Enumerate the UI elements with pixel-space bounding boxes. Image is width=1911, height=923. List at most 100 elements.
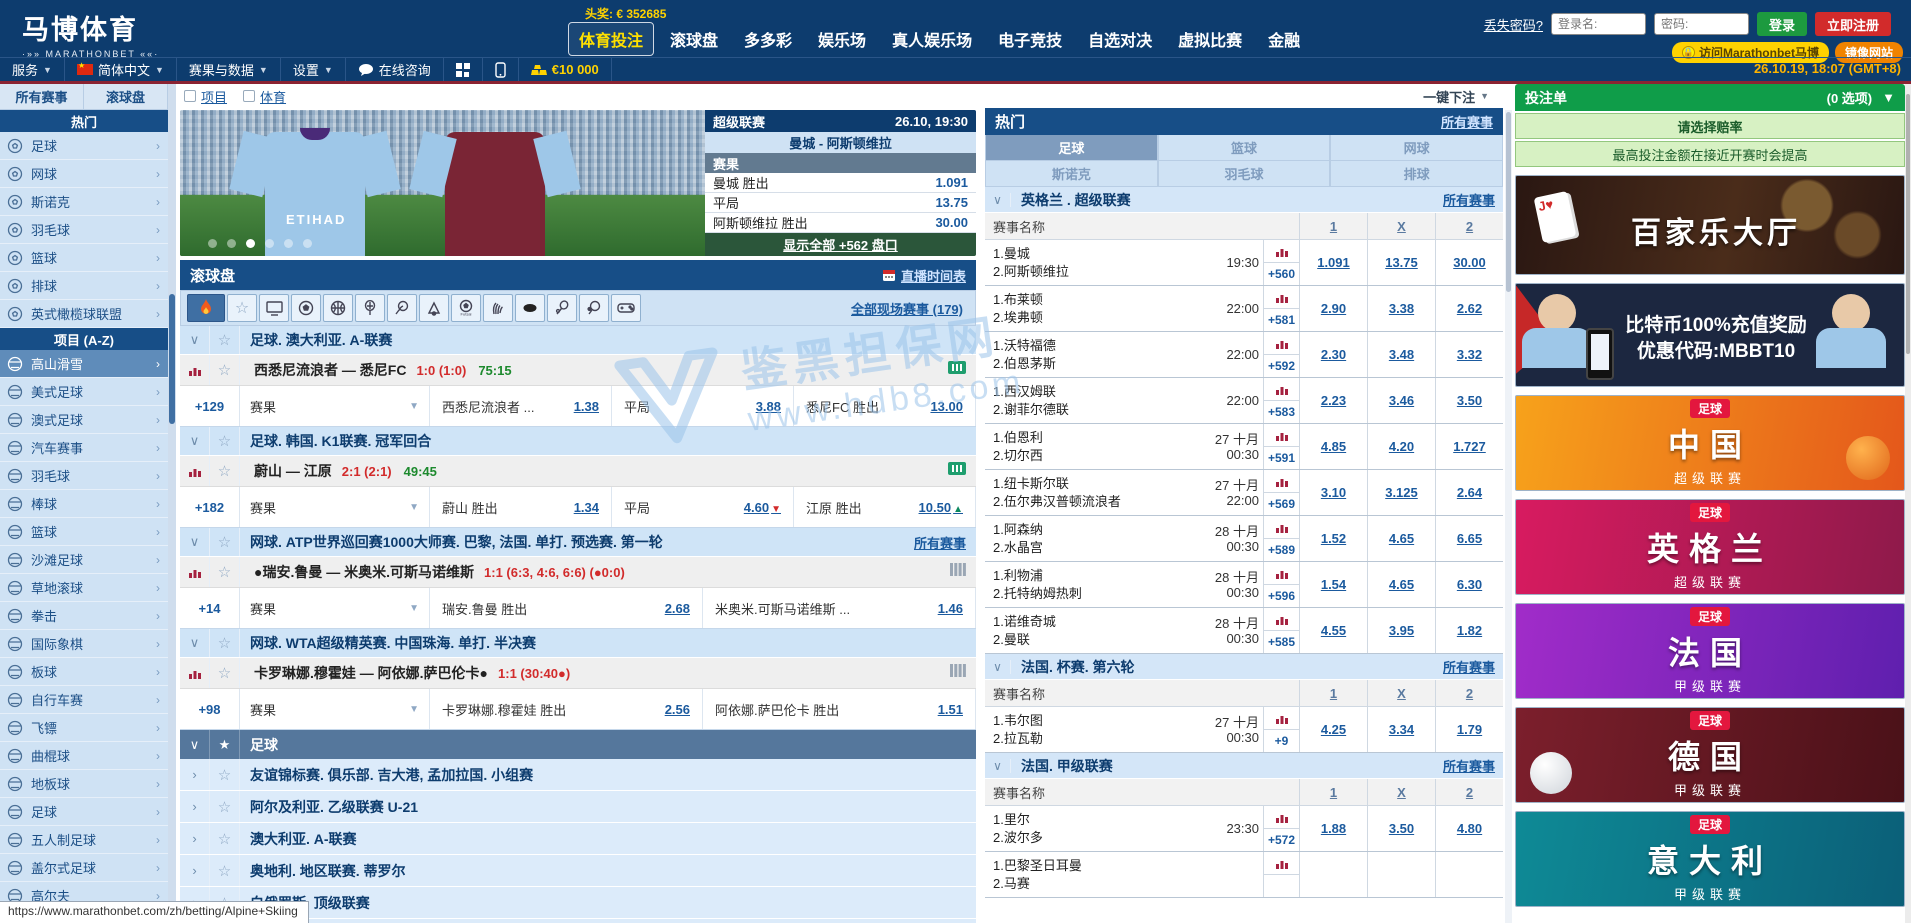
sidebar-item[interactable]: 自行车赛 › bbox=[0, 686, 168, 714]
futsal-filter-icon[interactable]: Futsal bbox=[451, 294, 481, 322]
promo-banner-league[interactable]: 足球 英格兰 超级联赛 bbox=[1515, 499, 1905, 595]
favorite-star-icon[interactable]: ☆ bbox=[210, 629, 240, 657]
favorite-star-icon[interactable]: ★ bbox=[210, 730, 240, 759]
odds-selection[interactable]: 江原 胜出 10.50▼▲ bbox=[794, 487, 976, 527]
statistics-icon[interactable] bbox=[1264, 424, 1299, 447]
promo-banner[interactable]: ETIHAD 超级联赛 26.10, 19:30 曼城 - 阿斯顿维拉 赛果 bbox=[180, 110, 976, 256]
sidebar-item[interactable]: 羽毛球 › bbox=[0, 462, 168, 490]
promo-banner-league[interactable]: 足球 中国 超级联赛 bbox=[1515, 395, 1905, 491]
col-1[interactable]: 1 bbox=[1299, 779, 1367, 805]
col-1[interactable]: 1 bbox=[1299, 680, 1367, 706]
football-filter-icon[interactable] bbox=[291, 294, 321, 322]
collapse-icon[interactable]: ∨ bbox=[180, 730, 210, 759]
all-events-link[interactable]: 所有赛事 bbox=[1442, 193, 1495, 208]
more-markets-count[interactable]: +569 bbox=[1267, 497, 1296, 511]
sidebar-tab-all-events[interactable]: 所有赛事 bbox=[0, 84, 84, 109]
password-input[interactable] bbox=[1653, 13, 1749, 35]
more-markets-count[interactable]: +589 bbox=[1267, 543, 1296, 557]
volleyball-filter-icon[interactable] bbox=[387, 294, 417, 322]
nav-item[interactable]: 真人娱乐场 bbox=[892, 33, 973, 50]
statistics-icon[interactable] bbox=[1264, 332, 1299, 355]
filter-checkbox-sport[interactable] bbox=[243, 90, 256, 102]
hot-sport-tab[interactable]: 足球 bbox=[985, 135, 1158, 161]
live-league-header[interactable]: ∨ ☆ 网球. WTA超级精英赛. 中国珠海. 单打. 半决赛 bbox=[180, 629, 976, 658]
odds-selection[interactable]: 悉尼FC 胜出 13.00▼▲ bbox=[794, 386, 976, 426]
hot-sport-tab[interactable]: 网球 bbox=[1330, 135, 1503, 161]
sidebar-item[interactable]: 澳式足球 › bbox=[0, 406, 168, 434]
all-events-link[interactable]: 所有赛事 bbox=[1442, 660, 1495, 675]
banner-show-all-link[interactable]: 显示全部 +562 盘口 bbox=[783, 238, 898, 253]
sidebar-item[interactable]: 篮球 › bbox=[0, 518, 168, 546]
live-schedule-link[interactable]: 直播时间表 bbox=[882, 266, 966, 285]
tennis-filter-icon[interactable] bbox=[355, 294, 385, 322]
sidebar-item[interactable]: 草地滚球 › bbox=[0, 574, 168, 602]
hot-match-row[interactable]: 1.利物浦 2.托特纳姆热刺 28 十月 00:30 +596 1.54 4.65 … bbox=[985, 562, 1503, 608]
statistics-icon[interactable] bbox=[1264, 378, 1299, 401]
hot-match-row[interactable]: 1.阿森纳 2.水晶宫 28 十月 00:30 +589 1.52 4.65 6.6… bbox=[985, 516, 1503, 562]
hot-match-row[interactable]: 1.诺维奇城 2.曼联 28 十月 00:30 +585 4.55 3.95 1.8… bbox=[985, 608, 1503, 654]
statistics-icon[interactable] bbox=[1264, 286, 1299, 309]
banner-match-name[interactable]: 曼城 - 阿斯顿维拉 bbox=[705, 132, 976, 153]
expand-icon[interactable]: › bbox=[180, 759, 210, 790]
sidebar-item[interactable]: 美式足球 › bbox=[0, 378, 168, 406]
banner-odds-row[interactable]: 阿斯顿维拉 胜出 30.00 bbox=[705, 213, 976, 233]
statistics-icon[interactable] bbox=[180, 557, 210, 587]
results-menu[interactable]: 赛果与数据 ▼ bbox=[177, 58, 281, 81]
hot-match-row[interactable]: 1.曼城 2.阿斯顿维拉 19:30 +560 1.091 13.75 30.00 bbox=[985, 240, 1503, 286]
hot-league-header[interactable]: ∨ 英格兰 . 超级联赛 所有赛事 bbox=[985, 187, 1503, 213]
favorite-star-icon[interactable]: ☆ bbox=[210, 456, 240, 486]
page-scrollbar[interactable] bbox=[1905, 84, 1911, 923]
hot-match-row[interactable]: 1.布莱顿 2.埃弗顿 22:00 +581 2.90 3.38 2.62 bbox=[985, 286, 1503, 332]
col-x[interactable]: X bbox=[1367, 680, 1435, 706]
squash-filter-icon[interactable] bbox=[547, 294, 577, 322]
odds-selection[interactable]: 西悉尼流浪者 ... 1.38▼▲ bbox=[430, 386, 612, 426]
market-selector[interactable]: 赛果 ▼ bbox=[240, 689, 430, 729]
odds-selection[interactable]: 米奥米.可斯马诺维斯 ... 1.46▼▲ bbox=[703, 588, 976, 628]
favorite-star-icon[interactable]: ☆ bbox=[210, 791, 240, 822]
col-2[interactable]: 2 bbox=[1435, 213, 1503, 239]
league-row[interactable]: › ☆ 阿尔及利亚. 乙级联赛 U-21 bbox=[180, 791, 976, 823]
more-markets-count[interactable]: +572 bbox=[1267, 833, 1296, 847]
sidebar-item[interactable]: 地板球 › bbox=[0, 770, 168, 798]
promo-banner-league[interactable]: 足球 法国 甲级联赛 bbox=[1515, 603, 1905, 699]
more-markets-count[interactable]: +591 bbox=[1267, 451, 1296, 465]
expand-icon[interactable]: › bbox=[180, 791, 210, 822]
promo-banner-baccarat[interactable]: 百家乐大厅 bbox=[1515, 175, 1905, 275]
all-events-link[interactable]: 所有赛事 bbox=[913, 535, 966, 551]
odds-selection[interactable]: 瑞安.鲁曼 胜出 2.68▼▲ bbox=[430, 588, 703, 628]
favorite-star-icon[interactable]: ☆ bbox=[210, 427, 240, 455]
league-row[interactable]: › ☆ 友谊锦标赛. 俱乐部. 吉大港, 孟加拉国. 小组赛 bbox=[180, 759, 976, 791]
live-match-row[interactable]: ☆ 蔚山 — 江原 2:1 (2:1) 49:45 bbox=[180, 456, 976, 487]
live-match-row[interactable]: ☆ ●瑞安.鲁曼 — 米奥米.可斯马诺维斯 1:1 (6:3, 4:6, 6:6… bbox=[180, 557, 976, 588]
statistics-icon[interactable] bbox=[180, 658, 210, 688]
sidebar-item[interactable]: 排球 › bbox=[0, 272, 168, 300]
sidebar-item[interactable]: 篮球 › bbox=[0, 244, 168, 272]
statistics-icon[interactable] bbox=[1264, 852, 1299, 875]
nav-item[interactable]: 滚球盘 bbox=[670, 33, 719, 50]
hot-match-row[interactable]: 1.沃特福德 2.伯恩茅斯 22:00 +592 2.30 3.48 3.32 bbox=[985, 332, 1503, 378]
hot-match-row[interactable]: 1.西汉姆联 2.谢菲尔德联 22:00 +583 2.23 3.46 3.50 bbox=[985, 378, 1503, 424]
statistics-icon[interactable] bbox=[1264, 562, 1299, 585]
sidebar-scrollbar[interactable] bbox=[168, 84, 176, 923]
banner-carousel-dots[interactable] bbox=[208, 239, 312, 248]
live-league-header[interactable]: ∨ ☆ 足球. 韩国. K1联赛. 冠军回合 bbox=[180, 427, 976, 456]
favorite-star-icon[interactable]: ☆ bbox=[210, 528, 240, 556]
collapse-icon[interactable]: ∨ bbox=[985, 758, 1011, 773]
expand-icon[interactable]: › bbox=[180, 823, 210, 854]
sidebar-item[interactable]: 板球 › bbox=[0, 658, 168, 686]
favorite-star-icon[interactable]: ☆ bbox=[210, 658, 240, 688]
nav-item[interactable]: 体育投注 bbox=[568, 22, 655, 56]
mobile-app-button[interactable] bbox=[483, 58, 519, 81]
expand-icon[interactable]: › bbox=[180, 855, 210, 886]
sidebar-item[interactable]: 足球 › bbox=[0, 798, 168, 826]
sidebar-item[interactable]: 高山滑雪 › bbox=[0, 350, 168, 378]
statistics-icon[interactable] bbox=[1264, 470, 1299, 493]
nav-item[interactable]: 虚拟比赛 bbox=[1178, 33, 1243, 50]
statistics-icon[interactable] bbox=[1264, 516, 1299, 539]
col-2[interactable]: 2 bbox=[1435, 779, 1503, 805]
collapse-icon[interactable]: ∨ bbox=[180, 528, 210, 556]
filter-link-items[interactable]: 项目 bbox=[201, 89, 228, 105]
collapse-icon[interactable]: ∨ bbox=[180, 629, 210, 657]
col-2[interactable]: 2 bbox=[1435, 680, 1503, 706]
statistics-icon[interactable] bbox=[1264, 707, 1299, 730]
